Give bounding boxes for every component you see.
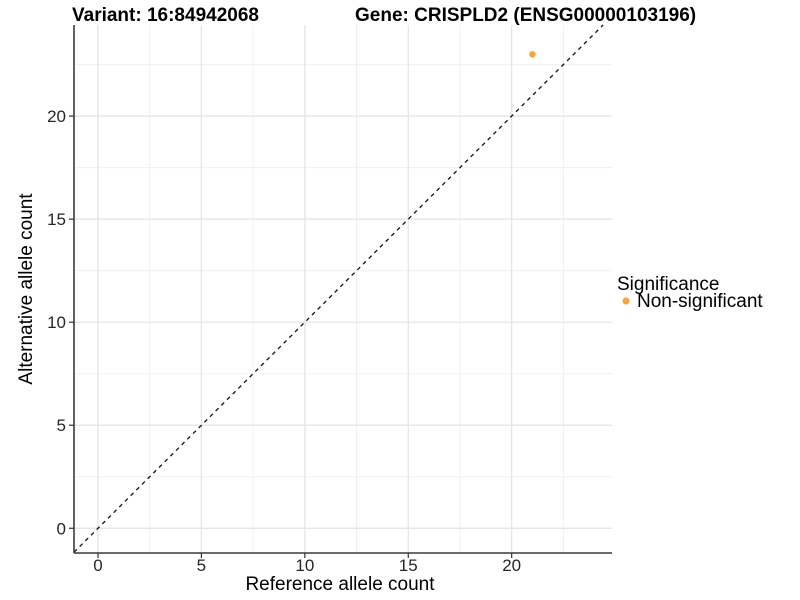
plot-title-gene: Gene: CRISPLD2 (ENSG00000103196): [355, 5, 696, 26]
x-tick-label: 20: [502, 556, 521, 575]
axis-lines: [73, 25, 612, 554]
gridlines-major: [74, 25, 612, 553]
x-tick-label: 10: [295, 556, 314, 575]
x-tick-label: 15: [399, 556, 418, 575]
y-tick-label: 15: [47, 210, 66, 229]
legend: Significance Non-significant: [617, 274, 763, 312]
y-axis-title: Alternative allele count: [16, 193, 37, 385]
plot-title-variant: Variant: 16:84942068: [72, 5, 259, 26]
y-tick-label: 5: [57, 416, 66, 435]
axis-ticks: [69, 115, 513, 558]
gridlines-minor: [74, 25, 612, 553]
y-tick-label: 10: [47, 313, 66, 332]
x-tick-label: 0: [93, 556, 102, 575]
identity-dashed-line: [73, 24, 604, 553]
axis-tick-labels: 0 5 10 15 20 0 5 10 15 20: [47, 107, 521, 575]
data-points: [529, 50, 536, 58]
scatter-point: [529, 50, 536, 58]
y-tick-label: 0: [57, 519, 66, 538]
x-tick-label: 5: [197, 556, 206, 575]
x-axis-title: Reference allele count: [245, 574, 435, 595]
y-tick-label: 20: [47, 107, 66, 126]
legend-label-non-significant: Non-significant: [637, 291, 763, 312]
legend-key-point-icon: [622, 297, 630, 305]
legend-title: Significance: [617, 274, 719, 295]
